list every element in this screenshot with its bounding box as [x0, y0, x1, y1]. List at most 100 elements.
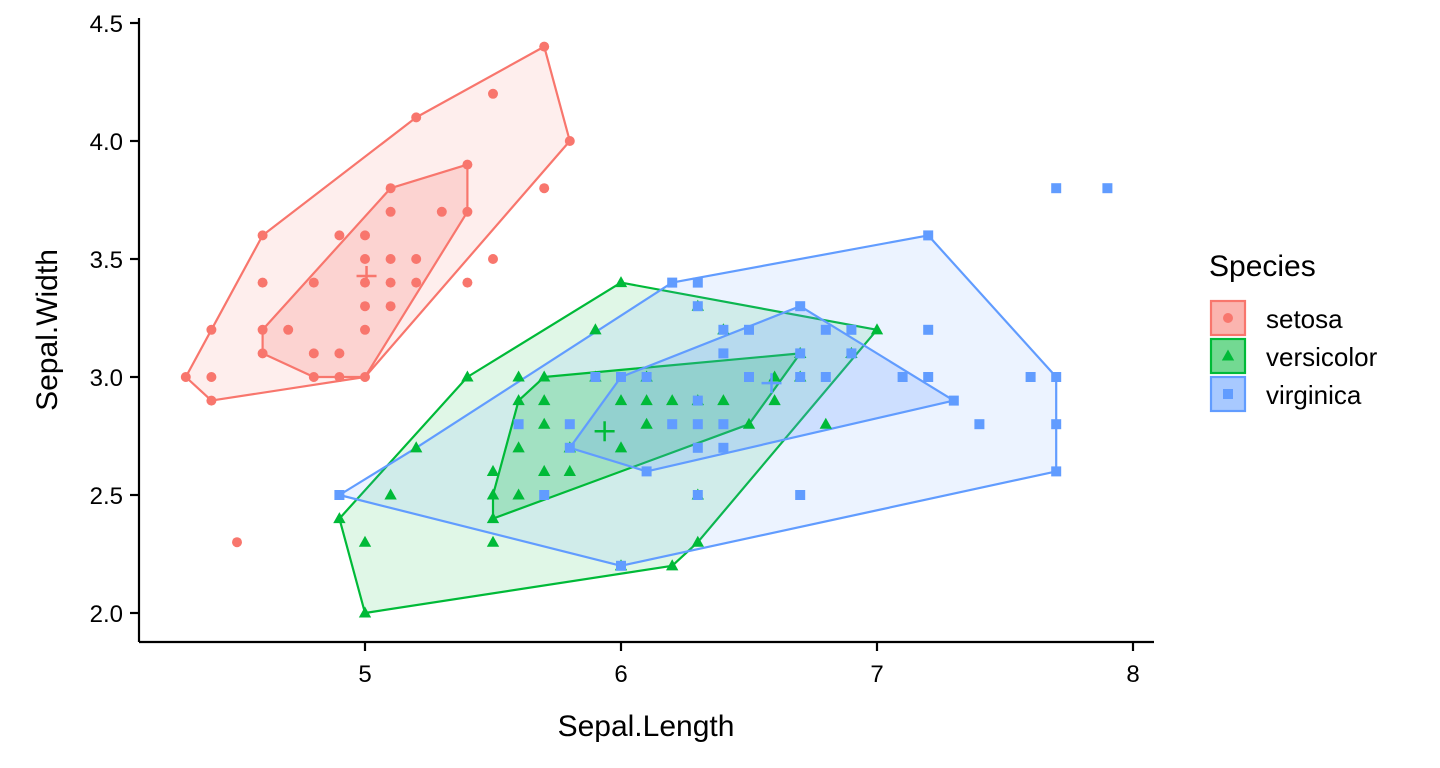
versicolor-point — [512, 394, 525, 406]
y-tick-label: 3.5 — [90, 247, 123, 274]
versicolor-point — [384, 488, 397, 500]
versicolor-point — [512, 441, 525, 453]
virginica-point — [513, 419, 524, 430]
virginica-point — [846, 348, 857, 359]
legend-marker-versicolor — [1221, 349, 1235, 361]
virginica-point — [667, 419, 678, 430]
virginica-point — [334, 490, 345, 500]
setosa-point — [385, 301, 396, 312]
versicolor-point — [614, 276, 628, 288]
setosa-point — [308, 348, 319, 359]
virginica-point — [974, 419, 985, 430]
setosa-point — [411, 112, 422, 123]
setosa-point — [360, 372, 370, 382]
y-tick-label: 2.5 — [90, 483, 123, 510]
setosa-point — [360, 324, 370, 335]
setosa-point — [539, 41, 550, 52]
versicolor-point — [742, 417, 756, 429]
versicolor-point — [640, 417, 653, 429]
virginica-point — [948, 395, 959, 406]
y-tick-label: 4.5 — [90, 11, 123, 38]
virginica-centroid — [761, 373, 782, 394]
setosa-point — [436, 206, 447, 217]
versicolor-point — [640, 394, 653, 406]
virginica-point — [539, 490, 550, 500]
setosa-point — [488, 254, 498, 264]
legend-item-versicolor: versicolor — [1209, 337, 1378, 375]
versicolor-point — [410, 441, 423, 453]
centroid-layer — [356, 265, 782, 442]
versicolor-point — [333, 512, 346, 524]
legend-item-virginica: virginica — [1209, 375, 1362, 413]
versicolor-point — [358, 535, 372, 547]
y-tick-label: 3.0 — [90, 365, 123, 392]
setosa-point — [564, 136, 575, 146]
versicolor-point — [538, 394, 551, 406]
setosa-point — [360, 254, 370, 264]
versicolor-point — [666, 394, 679, 406]
setosa-point — [462, 277, 473, 288]
versicolor-point — [563, 464, 576, 476]
x-tick-label: 7 — [870, 661, 883, 688]
setosa-point — [462, 206, 473, 217]
legend-label-versicolor: versicolor — [1266, 342, 1378, 372]
versicolor-point — [589, 323, 602, 335]
setosa-point — [308, 372, 319, 382]
virginica-point — [692, 490, 703, 500]
setosa-centroid — [356, 265, 377, 286]
versicolor-point — [614, 441, 628, 453]
virginica-point — [692, 301, 703, 312]
versicolor-point — [486, 488, 500, 500]
setosa-point — [411, 277, 422, 288]
virginica-point — [795, 301, 806, 312]
x-axis-title: Sepal.Length — [558, 710, 735, 743]
virginica-point — [846, 324, 857, 335]
setosa-point — [308, 277, 319, 288]
legend-item-setosa: setosa — [1209, 299, 1343, 337]
virginica-point — [692, 442, 703, 453]
virginica-point — [1025, 372, 1036, 382]
setosa-point — [385, 277, 396, 288]
versicolor-point — [768, 394, 781, 406]
points-layer — [180, 41, 1113, 618]
virginica-point — [718, 348, 729, 359]
virginica-point — [590, 372, 601, 382]
setosa-inner-hull — [261, 163, 469, 379]
legend: Species setosa versicolor virginica — [1209, 250, 1378, 413]
versicolor-outer-hull — [338, 281, 879, 615]
virginica-point — [692, 277, 703, 288]
virginica-point — [820, 324, 831, 335]
virginica-point — [923, 324, 934, 335]
versicolor-centroid — [594, 421, 615, 442]
virginica-point — [718, 442, 729, 453]
setosa-point — [488, 88, 498, 99]
virginica-point — [795, 348, 806, 359]
virginica-point — [820, 372, 831, 382]
setosa-point — [257, 230, 268, 241]
versicolor-point — [512, 370, 525, 382]
versicolor-point — [538, 464, 551, 476]
setosa-point — [539, 183, 550, 194]
setosa-point — [257, 348, 268, 359]
y-ticks: 2.0 2.5 3.0 3.5 4.0 4.5 — [90, 11, 139, 628]
setosa-point — [411, 254, 422, 264]
versicolor-point — [461, 370, 474, 382]
versicolor-point — [358, 606, 372, 618]
virginica-point — [744, 372, 754, 382]
x-ticks: 5 6 7 8 — [358, 642, 1140, 688]
setosa-point — [360, 230, 370, 241]
virginica-point — [897, 372, 908, 382]
virginica-point — [564, 442, 575, 453]
legend-key-versicolor — [1209, 337, 1247, 375]
virginica-point — [641, 372, 652, 382]
virginica-inner-hull — [568, 305, 955, 473]
virginica-point — [718, 324, 729, 335]
versicolor-point — [717, 394, 730, 406]
legend-marker-setosa — [1223, 313, 1233, 323]
setosa-point — [334, 348, 345, 359]
setosa-point — [385, 183, 396, 194]
virginica-point — [1051, 372, 1062, 382]
legend-label-virginica: virginica — [1266, 380, 1362, 410]
versicolor-point — [486, 512, 500, 524]
